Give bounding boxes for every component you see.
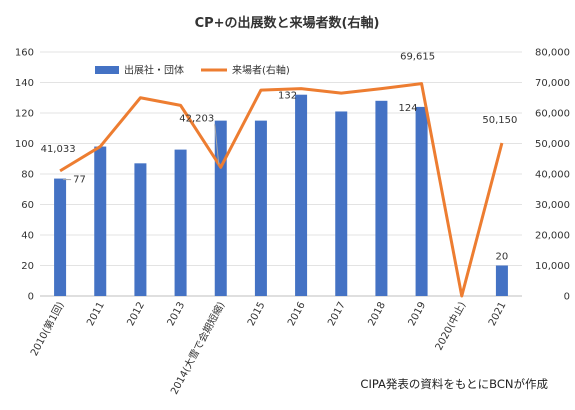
- left-tick-label: 40: [21, 231, 34, 242]
- x-tick-label: 2017: [326, 300, 348, 328]
- left-tick-label: 0: [28, 292, 34, 303]
- x-tick-label: 2012: [125, 300, 147, 328]
- x-tick-label: 2018: [366, 300, 388, 328]
- right-tick-label: 30,000: [535, 200, 570, 211]
- x-tick-label: 2013: [166, 300, 188, 328]
- right-tick-label: 80,000: [535, 48, 570, 59]
- x-tick-label: 2015: [246, 300, 268, 328]
- right-axis: 0 10,000 20,000 30,000 40,000 50,000 60,000 70,…: [535, 48, 570, 303]
- left-tick-label: 60: [21, 200, 34, 211]
- x-tick-label: 2019: [407, 300, 429, 328]
- x-tick-label: 2011: [85, 300, 107, 328]
- right-tick-label: 10,000: [535, 261, 570, 272]
- left-tick-label: 140: [15, 78, 34, 89]
- bar: [495, 265, 508, 296]
- left-axis: 0 20 40 60 80 100 120 140 160: [15, 48, 34, 303]
- bar-series: [54, 94, 508, 297]
- data-label: 50,150: [482, 115, 517, 126]
- bar: [54, 178, 67, 296]
- bar: [94, 146, 107, 296]
- left-tick-label: 100: [15, 139, 34, 150]
- data-label: 41,033: [41, 144, 76, 155]
- right-tick-label: 60,000: [535, 109, 570, 120]
- data-label: 132: [278, 91, 297, 102]
- gridlines: [40, 51, 522, 297]
- left-tick-label: 120: [15, 109, 34, 120]
- bar: [415, 106, 428, 297]
- data-labels: 77 132 124 20 41,033 42,203 69,615 50,150: [41, 52, 518, 263]
- legend: 出展社・団体 来場者(右軸): [95, 64, 290, 77]
- data-label: 77: [73, 175, 86, 186]
- right-tick-label: 0: [564, 292, 570, 303]
- left-tick-label: 20: [21, 261, 34, 272]
- bar: [254, 120, 267, 296]
- bar: [134, 163, 147, 296]
- x-tick-label: 2020(中止): [432, 299, 469, 352]
- legend-label: 来場者(右軸): [232, 64, 290, 77]
- data-label: 20: [496, 252, 509, 263]
- left-tick-label: 160: [15, 48, 34, 59]
- chart-title: CP+の出展数と来場者数(右軸): [195, 15, 380, 31]
- left-tick-label: 80: [21, 170, 34, 181]
- source-note: CIPA発表の資料をもとにBCNが作成: [360, 377, 548, 391]
- bar: [335, 111, 348, 296]
- x-tick-label: 2016: [286, 300, 308, 328]
- right-tick-label: 40,000: [535, 170, 570, 181]
- right-tick-label: 20,000: [535, 231, 570, 242]
- data-label: 124: [398, 103, 417, 114]
- visitors-line: [59, 82, 504, 298]
- data-label: 69,615: [400, 52, 435, 63]
- bar: [375, 100, 388, 296]
- right-tick-label: 70,000: [535, 78, 570, 89]
- legend-label: 出展社・団体: [124, 64, 184, 77]
- data-label: 42,203: [179, 113, 214, 124]
- x-tick-label: 2021: [487, 300, 509, 328]
- line-series: [59, 82, 504, 298]
- bar: [174, 149, 187, 296]
- leader-line: [214, 124, 220, 165]
- right-tick-label: 50,000: [535, 139, 570, 150]
- legend-swatch-bar: [95, 66, 119, 74]
- x-tick-label: 2010(第1回): [27, 299, 67, 358]
- bar: [295, 94, 308, 296]
